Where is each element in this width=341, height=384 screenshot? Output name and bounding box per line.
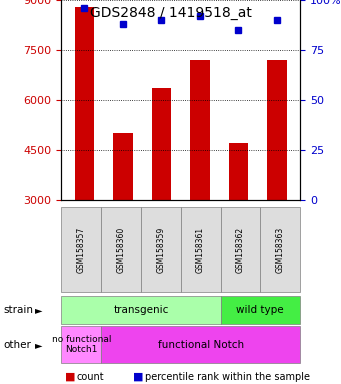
Bar (267, 60, 286, 200)
Text: strain: strain (3, 305, 33, 315)
Text: GSM158363: GSM158363 (276, 227, 285, 273)
Text: GSM158362: GSM158362 (236, 227, 245, 273)
Text: ■: ■ (65, 372, 75, 382)
Bar (75, 7, 94, 200)
Text: ■: ■ (133, 372, 144, 382)
Text: ►: ► (35, 339, 43, 350)
Bar (152, 88, 171, 200)
Text: GSM158357: GSM158357 (77, 227, 86, 273)
Text: GSM158360: GSM158360 (117, 227, 125, 273)
Text: functional Notch: functional Notch (158, 339, 244, 350)
Bar (229, 143, 248, 200)
Text: GSM158361: GSM158361 (196, 227, 205, 273)
Text: ►: ► (35, 305, 43, 315)
Bar (113, 133, 133, 200)
Text: percentile rank within the sample: percentile rank within the sample (145, 372, 310, 382)
Text: wild type: wild type (237, 305, 284, 315)
Text: GSM158359: GSM158359 (156, 227, 165, 273)
Text: GDS2848 / 1419518_at: GDS2848 / 1419518_at (90, 6, 251, 20)
Text: transgenic: transgenic (113, 305, 169, 315)
Text: other: other (3, 339, 31, 350)
Bar (190, 60, 210, 200)
Text: count: count (77, 372, 104, 382)
Text: no functional
Notch1: no functional Notch1 (51, 335, 111, 354)
